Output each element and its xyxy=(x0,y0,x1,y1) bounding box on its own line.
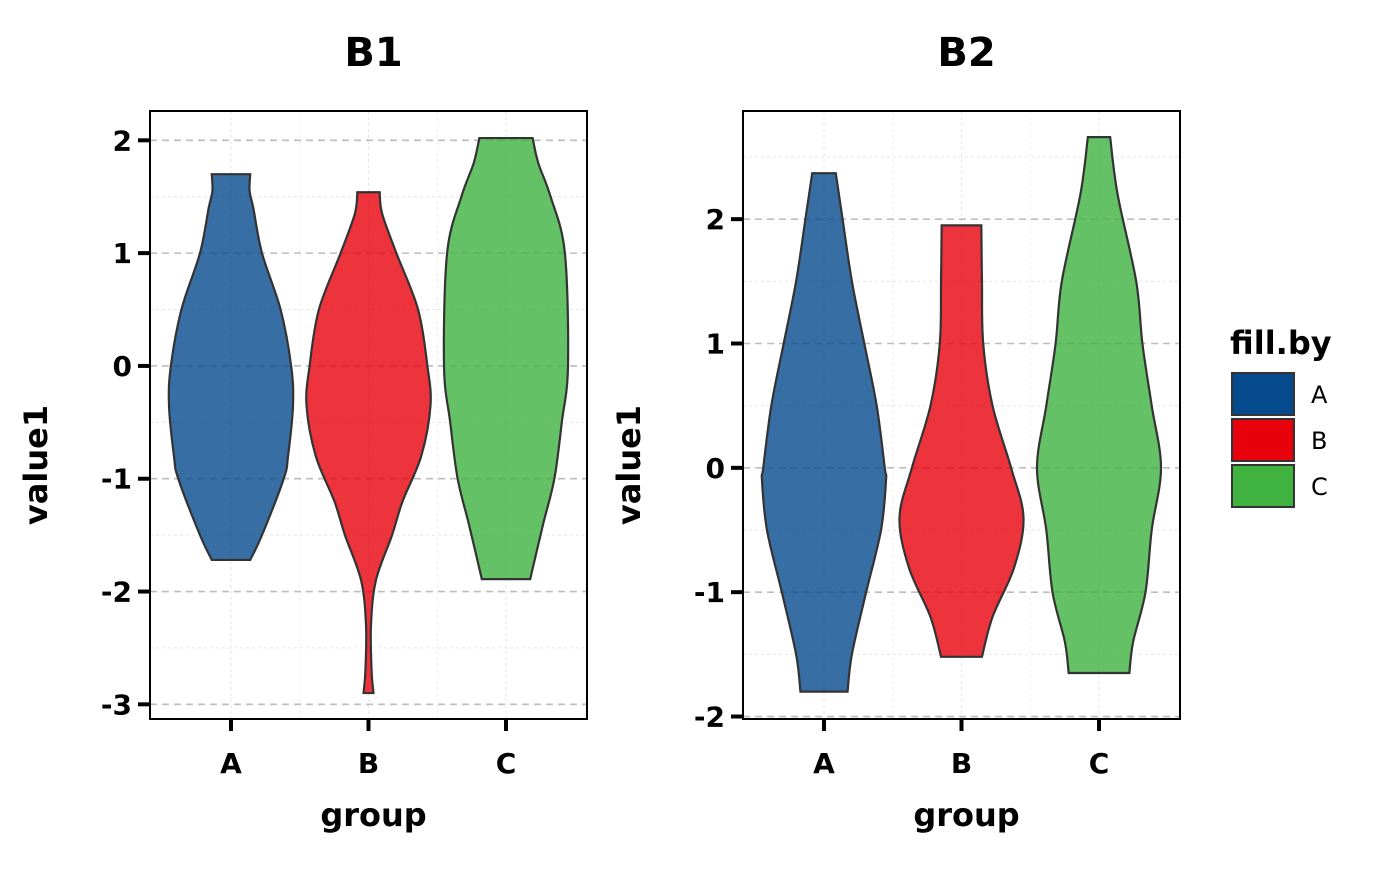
y-tick-label: 1 xyxy=(113,237,132,270)
y-tick-label: 1 xyxy=(706,328,725,361)
y-tick-label: -3 xyxy=(101,688,132,721)
panel-B2: -2 -1 0 1 2 A B C B2 group value1 xyxy=(610,30,1181,834)
legend-swatch-B xyxy=(1231,418,1295,462)
y-tick-label: 2 xyxy=(113,124,132,157)
legend-label: B xyxy=(1311,427,1327,455)
y-tick-label: -1 xyxy=(101,463,132,496)
legend-swatch-C xyxy=(1231,464,1295,508)
violin-B xyxy=(305,191,432,695)
legend-title: fill.by xyxy=(1230,324,1332,362)
violin-A xyxy=(167,173,295,562)
y-tick-label: -1 xyxy=(694,576,725,609)
y-axis-label: value1 xyxy=(610,405,648,525)
legend-label: C xyxy=(1311,473,1328,501)
x-axis-label: group xyxy=(320,796,426,834)
panel-title: B2 xyxy=(937,30,995,76)
x-tick-label: C xyxy=(1089,747,1110,780)
violin-B xyxy=(898,224,1025,658)
x-tick-label: A xyxy=(220,747,242,780)
x-axis-label: group xyxy=(913,796,1019,834)
x-tick-label: A xyxy=(813,747,835,780)
y-tick-label: 0 xyxy=(706,452,725,485)
violin-C xyxy=(442,136,570,581)
panel-B1: -3 -2 -1 0 1 2 A B C B1 group value1 xyxy=(17,30,588,834)
x-tick-label: C xyxy=(496,747,517,780)
legend-swatch-A xyxy=(1231,372,1295,416)
legend-label: A xyxy=(1311,381,1328,409)
y-tick-label: -2 xyxy=(101,576,132,609)
y-axis-label: value1 xyxy=(17,405,55,525)
violin-A xyxy=(760,172,888,693)
panel-title: B1 xyxy=(344,30,402,76)
legend: fill.by ABC xyxy=(1230,324,1332,508)
x-tick-label: B xyxy=(358,747,379,780)
violin-C xyxy=(1035,136,1163,675)
y-tick-label: 0 xyxy=(113,350,132,383)
y-tick-label: -2 xyxy=(694,701,725,734)
y-tick-label: 2 xyxy=(706,203,725,236)
x-tick-label: B xyxy=(951,747,972,780)
